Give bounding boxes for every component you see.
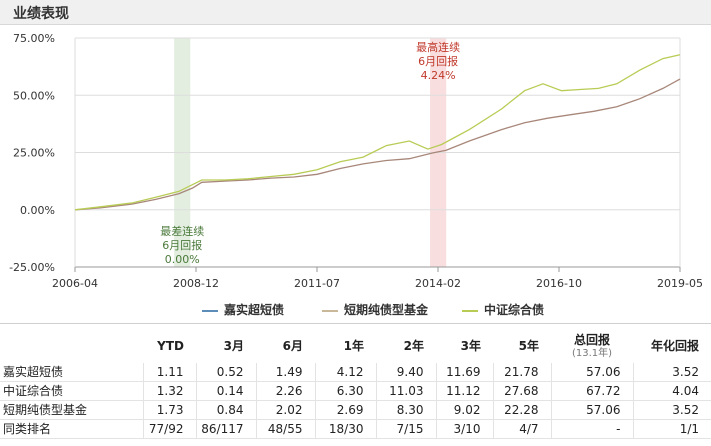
y-tick-label: 25.00% — [13, 147, 55, 160]
table-row: 中证综合债 1.32 0.14 2.26 6.30 11.03 11.12 27.68 67.7… — [0, 381, 711, 401]
annotation-label: 最高连续 — [416, 40, 460, 54]
y-tick-label: 0.00% — [20, 204, 55, 217]
section-header: 业绩表现 — [0, 0, 711, 25]
table-cell: 1.11 — [143, 363, 197, 382]
legend-item-fund[interactable]: 嘉实超短债 — [202, 301, 284, 318]
column-header-annualized: 年化回报 — [650, 339, 699, 353]
table-cell: 1.32 — [143, 381, 197, 401]
chart-legend: 嘉实超短债 短期纯债型基金 中证综合债 — [0, 299, 711, 319]
table-cell: 1.49 — [256, 363, 316, 382]
table-cell: 48/55 — [256, 419, 316, 439]
table-cell: 11.12 — [436, 381, 494, 401]
table-cell: 4/7 — [493, 419, 552, 439]
table-cell: 6.30 — [315, 381, 377, 401]
table-cell: 1/1 — [633, 419, 711, 439]
legend-item-index[interactable]: 中证综合债 — [462, 301, 544, 318]
series-line — [74, 54, 681, 211]
table-cell: 8.30 — [376, 400, 437, 420]
legend-swatch — [322, 309, 338, 312]
table-header-row: YTD 3月 6月 1年 2年 3年 5年 总回报 (13.1年) 年化回报 — [0, 330, 711, 363]
table-cell: 0.84 — [196, 400, 257, 420]
performance-table: YTD 3月 6月 1年 2年 3年 5年 总回报 (13.1年) 年化回报 嘉实… — [0, 330, 711, 439]
legend-label: 短期纯债型基金 — [344, 303, 429, 317]
table-cell: 57.06 — [551, 363, 634, 382]
x-tick-label: 2011-07 — [294, 277, 340, 290]
column-header-3y: 3年 — [460, 339, 481, 353]
table-cell: 4.12 — [315, 363, 377, 382]
legend-label: 嘉实超短债 — [224, 303, 285, 317]
legend-item-category[interactable]: 短期纯债型基金 — [322, 301, 428, 318]
column-header-3m: 3月 — [223, 339, 244, 353]
y-tick-label: 75.00% — [13, 32, 55, 45]
table-cell: 11.03 — [376, 381, 437, 401]
legend-swatch — [202, 309, 218, 312]
column-header-ytd: YTD — [157, 339, 184, 353]
table-cell: 67.72 — [551, 381, 634, 401]
annotation-label: 0.00% — [165, 253, 200, 266]
x-tick-label: 2008-12 — [173, 277, 219, 290]
table-cell: 4.04 — [633, 381, 711, 401]
table-cell: 2.02 — [256, 400, 316, 420]
table-cell: 1.73 — [143, 400, 197, 420]
total-period: (13.1年) — [571, 347, 613, 359]
divider — [0, 323, 711, 324]
table-cell: 9.02 — [436, 400, 494, 420]
table-cell: 57.06 — [551, 400, 634, 420]
table-cell: 21.78 — [493, 363, 552, 382]
annotation-label: 6月回报 — [162, 238, 202, 252]
y-tick-label: -25.00% — [9, 261, 55, 274]
table-cell: 27.68 — [493, 381, 552, 401]
table-cell: 3/10 — [436, 419, 494, 439]
column-header-5y: 5年 — [518, 339, 539, 353]
table-cell: 77/92 — [143, 419, 197, 439]
table-cell: - — [551, 419, 634, 439]
table-cell: 3.52 — [633, 400, 711, 420]
table-row: 嘉实超短债 1.11 0.52 1.49 4.12 9.40 11.69 21.78 57.06… — [0, 363, 711, 382]
row-label: 中证综合债 — [0, 381, 144, 401]
legend-swatch — [462, 309, 478, 312]
table-cell: 0.52 — [196, 363, 257, 382]
table-cell: 9.40 — [376, 363, 437, 382]
table-cell: 22.28 — [493, 400, 552, 420]
x-tick-label: 2016-10 — [536, 277, 582, 290]
performance-chart: 75.00% 50.00% 25.00% 0.00% -25.00% 2006-04 200… — [9, 32, 703, 290]
column-header — [0, 330, 143, 363]
section-title: 业绩表现 — [13, 6, 69, 22]
table-cell: 86/117 — [196, 419, 257, 439]
table-cell: 0.14 — [196, 381, 257, 401]
table-cell: 11.69 — [436, 363, 494, 382]
row-label: 短期纯债型基金 — [0, 400, 144, 420]
row-label: 同类排名 — [0, 419, 144, 439]
table-row: 短期纯债型基金 1.73 0.84 2.02 2.69 8.30 9.02 22.28 57.0… — [0, 400, 711, 420]
row-label: 嘉实超短债 — [0, 363, 144, 382]
annotation-label: 4.24% — [421, 69, 456, 82]
annotation-label: 最差连续 — [160, 224, 204, 238]
table-row: 同类排名 77/92 86/117 48/55 18/30 7/15 3/10 4/7-1/1 — [0, 419, 711, 439]
column-header-1y: 1年 — [343, 339, 364, 353]
y-tick-label: 50.00% — [13, 89, 55, 102]
total-label: 总回报 — [573, 332, 610, 347]
table-cell: 2.26 — [256, 381, 316, 401]
table-cell: 18/30 — [315, 419, 377, 439]
table-cell: 2.69 — [315, 400, 377, 420]
column-header-2y: 2年 — [403, 339, 424, 353]
annotation-label: 6月回报 — [418, 54, 458, 68]
column-header-total: 总回报 (13.1年) — [551, 330, 633, 363]
x-tick-label: 2014-02 — [415, 277, 461, 290]
legend-label: 中证综合债 — [484, 303, 545, 317]
column-header-6m: 6月 — [282, 339, 303, 353]
table-cell: 3.52 — [633, 363, 711, 382]
x-tick-label: 2006-04 — [52, 277, 98, 290]
x-tick-label: 2019-05 — [657, 277, 703, 290]
series-line — [74, 78, 681, 211]
table-cell: 7/15 — [376, 419, 437, 439]
